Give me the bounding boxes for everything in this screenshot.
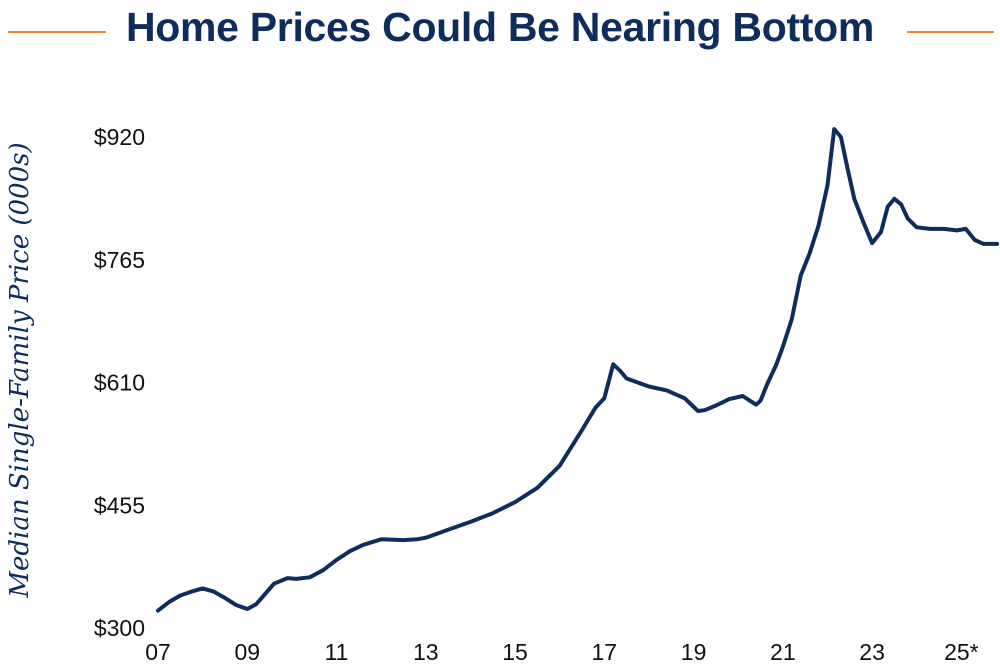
- x-tick-label: 21: [770, 639, 796, 665]
- y-tick-label: $300: [94, 615, 145, 641]
- y-tick-label: $765: [94, 247, 145, 273]
- y-tick-label: $455: [94, 492, 145, 518]
- x-tick-label: 23: [859, 639, 885, 665]
- x-tick-label: 13: [413, 639, 439, 665]
- series-line: [156, 127, 1000, 613]
- y-tick-label: $920: [94, 124, 145, 150]
- y-tick-label: $610: [94, 370, 145, 396]
- title-rule-left: [8, 31, 106, 33]
- title-row: Home Prices Could Be Nearing Bottom: [0, 0, 1000, 64]
- x-tick-label: 17: [592, 639, 618, 665]
- x-tick-label: 07: [145, 639, 171, 665]
- x-tick-label: 25*: [944, 639, 979, 665]
- x-tick-label: 09: [234, 639, 260, 665]
- x-tick-label: 19: [681, 639, 707, 665]
- x-tick-label: 11: [325, 639, 349, 665]
- title-rule-right: [907, 31, 994, 33]
- x-tick-label: 15: [502, 639, 528, 665]
- chart-title: Home Prices Could Be Nearing Bottom: [125, 4, 875, 50]
